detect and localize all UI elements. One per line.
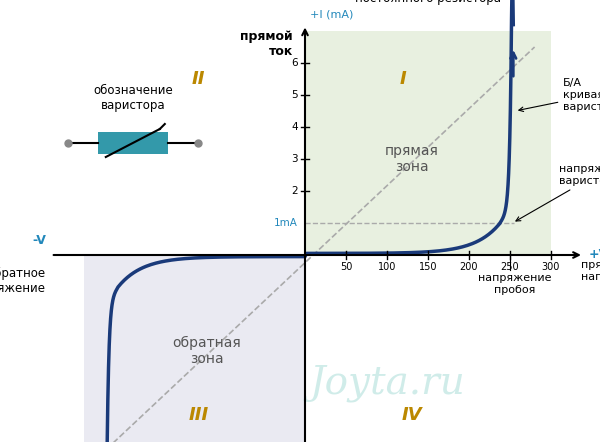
Text: Б/А
кривая
варистора: Б/А кривая варистора	[519, 78, 600, 111]
Text: 6: 6	[292, 58, 298, 68]
Text: IV: IV	[401, 406, 422, 424]
Text: напряжение
варистора: напряжение варистора	[516, 164, 600, 221]
Text: 200: 200	[460, 262, 478, 272]
Text: 100: 100	[378, 262, 396, 272]
Bar	[98, 132, 168, 154]
Text: напряжение
пробоя: напряжение пробоя	[478, 273, 552, 295]
Text: обратное
напряжение: обратное напряжение	[0, 267, 46, 295]
Text: обозначение
варистора: обозначение варистора	[93, 84, 173, 112]
Text: линейная зависимость
постоянного резистора: линейная зависимость постоянного резисто…	[355, 0, 501, 4]
Text: 250: 250	[500, 262, 520, 272]
Text: 150: 150	[419, 262, 437, 272]
Text: 300: 300	[542, 262, 560, 272]
Text: II: II	[191, 70, 205, 88]
Text: 4: 4	[292, 122, 298, 132]
Bar	[305, 31, 551, 255]
Text: +I (mA): +I (mA)	[310, 10, 353, 19]
Text: обратная
зона: обратная зона	[172, 336, 241, 366]
Text: прямой
ток: прямой ток	[241, 30, 293, 57]
Text: I: I	[400, 70, 407, 88]
Text: Joyta.ru: Joyta.ru	[309, 364, 465, 402]
Text: 1mA: 1mA	[274, 218, 298, 228]
Text: прямое
напряжение: прямое напряжение	[581, 260, 600, 282]
Text: 50: 50	[340, 262, 352, 272]
Text: 2: 2	[292, 186, 298, 196]
Text: 5: 5	[292, 90, 298, 100]
Text: 3: 3	[292, 154, 298, 164]
Text: -V: -V	[32, 234, 46, 247]
Text: +V: +V	[589, 248, 600, 262]
Bar	[83, 255, 305, 442]
Text: прямая
зона: прямая зона	[385, 144, 439, 174]
Text: III: III	[188, 406, 209, 424]
